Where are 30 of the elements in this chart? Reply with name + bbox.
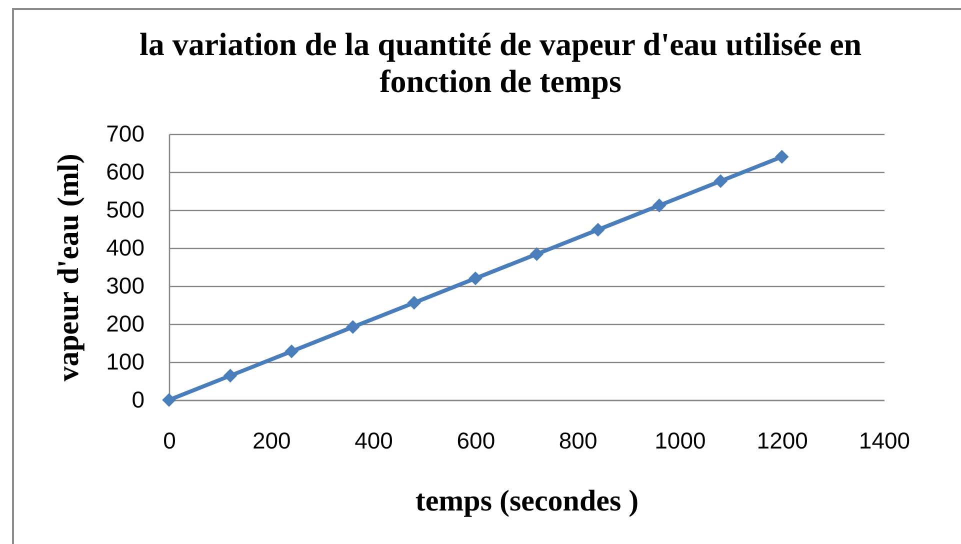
point — [774, 150, 789, 164]
y-tick-label: 600 — [106, 158, 144, 184]
x-tick-label: 1200 — [756, 428, 808, 454]
x-tick-label: 0 — [163, 428, 176, 454]
x-tick-label: 1000 — [654, 428, 706, 454]
point — [162, 393, 176, 407]
point — [284, 344, 298, 358]
y-tick-label: 100 — [106, 348, 144, 374]
point — [468, 272, 482, 286]
x-axis-title: temps (secondes ) — [415, 484, 639, 518]
y-axis-title: vapeur d'eau (ml) — [52, 154, 86, 382]
y-tick-label: 400 — [106, 234, 144, 260]
x-tick-label: 1400 — [858, 428, 910, 454]
x-tick-label: 400 — [354, 428, 393, 454]
y-tick-label: 500 — [106, 196, 144, 222]
chart-title: la variation de la quantité de vapeur d'eau utilisée en fonction de temps — [139, 26, 862, 99]
point — [346, 320, 360, 334]
point — [223, 368, 238, 383]
point — [407, 296, 422, 310]
y-tick-label: 0 — [132, 386, 144, 412]
y-tick-label: 700 — [106, 120, 144, 146]
y-tick-label: 200 — [106, 310, 144, 336]
x-tick-label: 200 — [252, 428, 291, 454]
x-tick-label: 800 — [558, 428, 598, 454]
point — [530, 247, 544, 261]
point — [591, 222, 605, 237]
y-tick-label: 300 — [106, 272, 144, 298]
x-tick-label: 600 — [456, 428, 496, 454]
point — [714, 174, 728, 188]
point — [652, 198, 666, 212]
